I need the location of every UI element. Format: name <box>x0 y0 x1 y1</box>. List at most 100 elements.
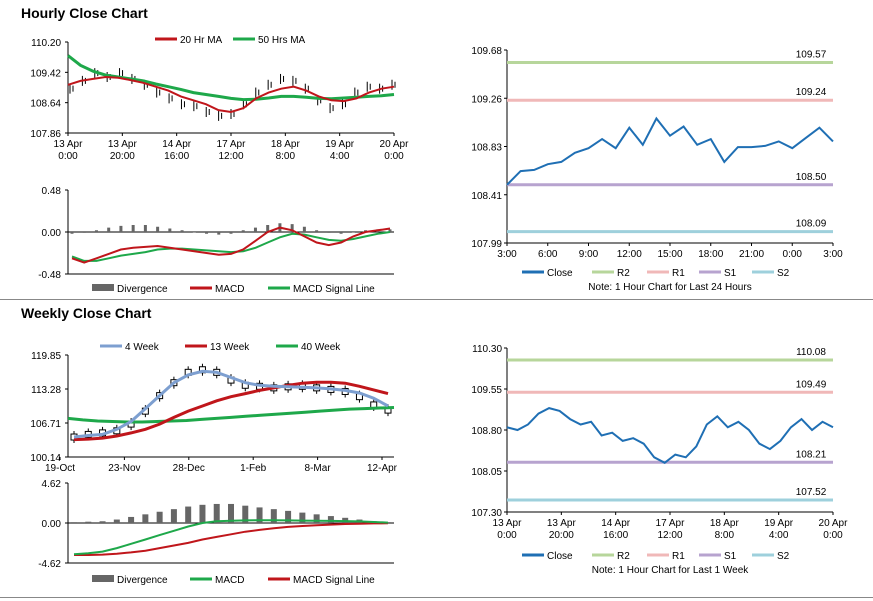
hourly-divergence-bar <box>205 232 209 234</box>
weekly-divergence-bar <box>256 507 263 523</box>
legend-40-week-label: 40 Week <box>301 342 341 353</box>
hourly-divergence-bar <box>388 229 392 232</box>
weekly-pivots-y-tick: 109.55 <box>471 385 502 396</box>
hourly-macd-y-tick: -0.48 <box>38 270 61 281</box>
hourly-price-x-tick: 0:00 <box>384 151 404 162</box>
hourly-divergence-bar <box>290 224 294 232</box>
weekly-divergence-bar <box>128 516 135 523</box>
weekly-pivots-legend-r1-label: R1 <box>672 551 685 562</box>
legend-weekly-divergence-swatch <box>92 575 114 582</box>
weekly-divergence-bar <box>199 504 206 523</box>
hourly-pivots-legend-s2-label: S2 <box>777 268 790 279</box>
weekly-macd-y-tick: 4.62 <box>42 479 62 490</box>
hourly-price-x-tick: 20:00 <box>110 151 135 162</box>
weekly-pivots-x-tick: 12:00 <box>657 530 682 541</box>
hourly-price-x-tick: 20 Apr <box>380 139 410 150</box>
weekly-divergence-bar <box>213 503 220 523</box>
hourly-divergence-bar <box>266 225 270 232</box>
hourly-pivots-x-tick: 12:00 <box>617 249 642 260</box>
weekly-divergence-bar <box>85 521 92 523</box>
weekly-macd-signal-line <box>74 522 389 556</box>
weekly-divergence-bar <box>327 516 334 523</box>
hourly-pivots-level-r1-label: 109.24 <box>796 87 827 98</box>
hourly-price-x-tick: 8:00 <box>276 151 296 162</box>
hourly-divergence-bar <box>180 230 184 232</box>
weekly-divergence-bar <box>185 506 192 523</box>
hourly-price-x-tick: 19 Apr <box>325 139 355 150</box>
weekly-pivots-x-tick: 0:00 <box>497 530 517 541</box>
hourly-macd-signal-line <box>71 231 391 262</box>
legend-20hr-ma-label: 20 Hr MA <box>180 35 223 46</box>
hourly-divergence-bar <box>327 232 331 233</box>
weekly-divergence-bar <box>71 522 77 523</box>
weekly-divergence-bar <box>285 510 292 523</box>
hourly-divergence-bar <box>351 232 355 233</box>
hourly-price-y-tick: 107.86 <box>30 129 61 140</box>
weekly-divergence-bar <box>242 505 249 523</box>
hourly-divergence-bar <box>131 225 135 232</box>
hourly-pivots-x-tick: 18:00 <box>698 249 723 260</box>
weekly-pivots-y-tick: 107.30 <box>471 508 502 519</box>
legend-50hr-ma-label: 50 Hrs MA <box>258 35 306 46</box>
hourly-divergence-bar <box>156 226 160 232</box>
weekly-pivots-y-tick: 108.05 <box>471 467 502 478</box>
weekly-pivots-level-s1-label: 108.21 <box>796 449 827 460</box>
hourly-20hr-ma-line <box>67 75 395 114</box>
weekly-pivots-x-tick: 4:00 <box>769 530 789 541</box>
hourly-price-x-tick: 17 Apr <box>217 139 247 150</box>
weekly-4wk-line <box>73 369 389 439</box>
hourly-divergence-bar <box>94 230 98 232</box>
weekly-pivots-close-line <box>506 407 834 464</box>
weekly-pivots-x-tick: 16:00 <box>603 530 628 541</box>
hourly-pivots-y-tick: 109.68 <box>471 46 502 57</box>
weekly-pivots-x-tick: 13 Apr <box>547 518 577 529</box>
hourly-pivots-legend-s1-label: S1 <box>724 268 737 279</box>
hourly-divergence-bar <box>70 232 74 234</box>
weekly-divergence-bar <box>113 519 120 523</box>
weekly-divergence-bar <box>299 512 306 523</box>
hourly-pivots-x-tick: 3:00 <box>823 249 843 260</box>
hourly-divergence-bar <box>82 232 86 233</box>
weekly-pivots-legend-s2-label: S2 <box>777 551 790 562</box>
hourly-divergence-bar <box>241 230 245 232</box>
hourly-pivots-y-tick: 109.26 <box>471 94 502 105</box>
hourly-price-x-tick: 16:00 <box>164 151 189 162</box>
hourly-pivots-legend-r1-label: R1 <box>672 268 685 279</box>
legend-4-week-label: 4 Week <box>125 342 160 353</box>
weekly-40wk-line <box>67 406 395 424</box>
hourly-pivots-y-tick: 107.99 <box>471 239 502 250</box>
hourly-macd-y-tick: 0.00 <box>42 228 62 239</box>
weekly-pivots-x-tick: 13 Apr <box>493 518 523 529</box>
weekly-macd-line <box>73 519 389 556</box>
hourly-pivots-level-r2-label: 109.57 <box>796 50 827 61</box>
weekly-price-y-tick: 119.85 <box>31 351 61 362</box>
weekly-price-x-tick: 19-Oct <box>45 463 75 474</box>
hourly-pivots-x-tick: 15:00 <box>657 249 682 260</box>
weekly-pivots-legend-s1-label: S1 <box>724 551 737 562</box>
hourly-price-y-tick: 110.20 <box>31 38 61 49</box>
hourly-price-x-tick: 14 Apr <box>162 139 192 150</box>
hourly-macd-y-tick: 0.48 <box>42 186 62 197</box>
weekly-divergence-bar <box>142 514 149 523</box>
hourly-divergence-bar <box>192 232 196 233</box>
weekly-price-x-tick: 8-Mar <box>305 463 332 474</box>
weekly-divergence-bar <box>156 511 163 523</box>
hourly-divergence-bar <box>253 227 257 232</box>
hourly-divergence-bar <box>119 225 123 232</box>
weekly-pivots-level-r2-label: 110.08 <box>796 347 826 358</box>
hourly-pivots-legend-r2-label: R2 <box>617 268 630 279</box>
hourly-price-x-tick: 13 Apr <box>108 139 138 150</box>
section-divider <box>0 299 873 300</box>
legend-hourly-divergence-swatch <box>92 284 114 291</box>
weekly-pivots-x-tick: 14 Apr <box>601 518 631 529</box>
hourly-pivots-note: Note: 1 Hour Chart for Last 24 Hours <box>588 282 751 293</box>
weekly-divergence-bar <box>228 503 234 523</box>
weekly-macd-y-tick: 0.00 <box>42 519 62 530</box>
hourly-divergence-bar <box>315 230 319 232</box>
weekly-pivots-legend-close-label: Close <box>547 551 573 562</box>
hourly-divergence-bar <box>229 232 233 234</box>
weekly-price-y-tick: 113.28 <box>31 385 61 396</box>
weekly-13wk-line <box>73 380 389 442</box>
weekly-pivots-note: Note: 1 Hour Chart for Last 1 Week <box>592 565 750 576</box>
